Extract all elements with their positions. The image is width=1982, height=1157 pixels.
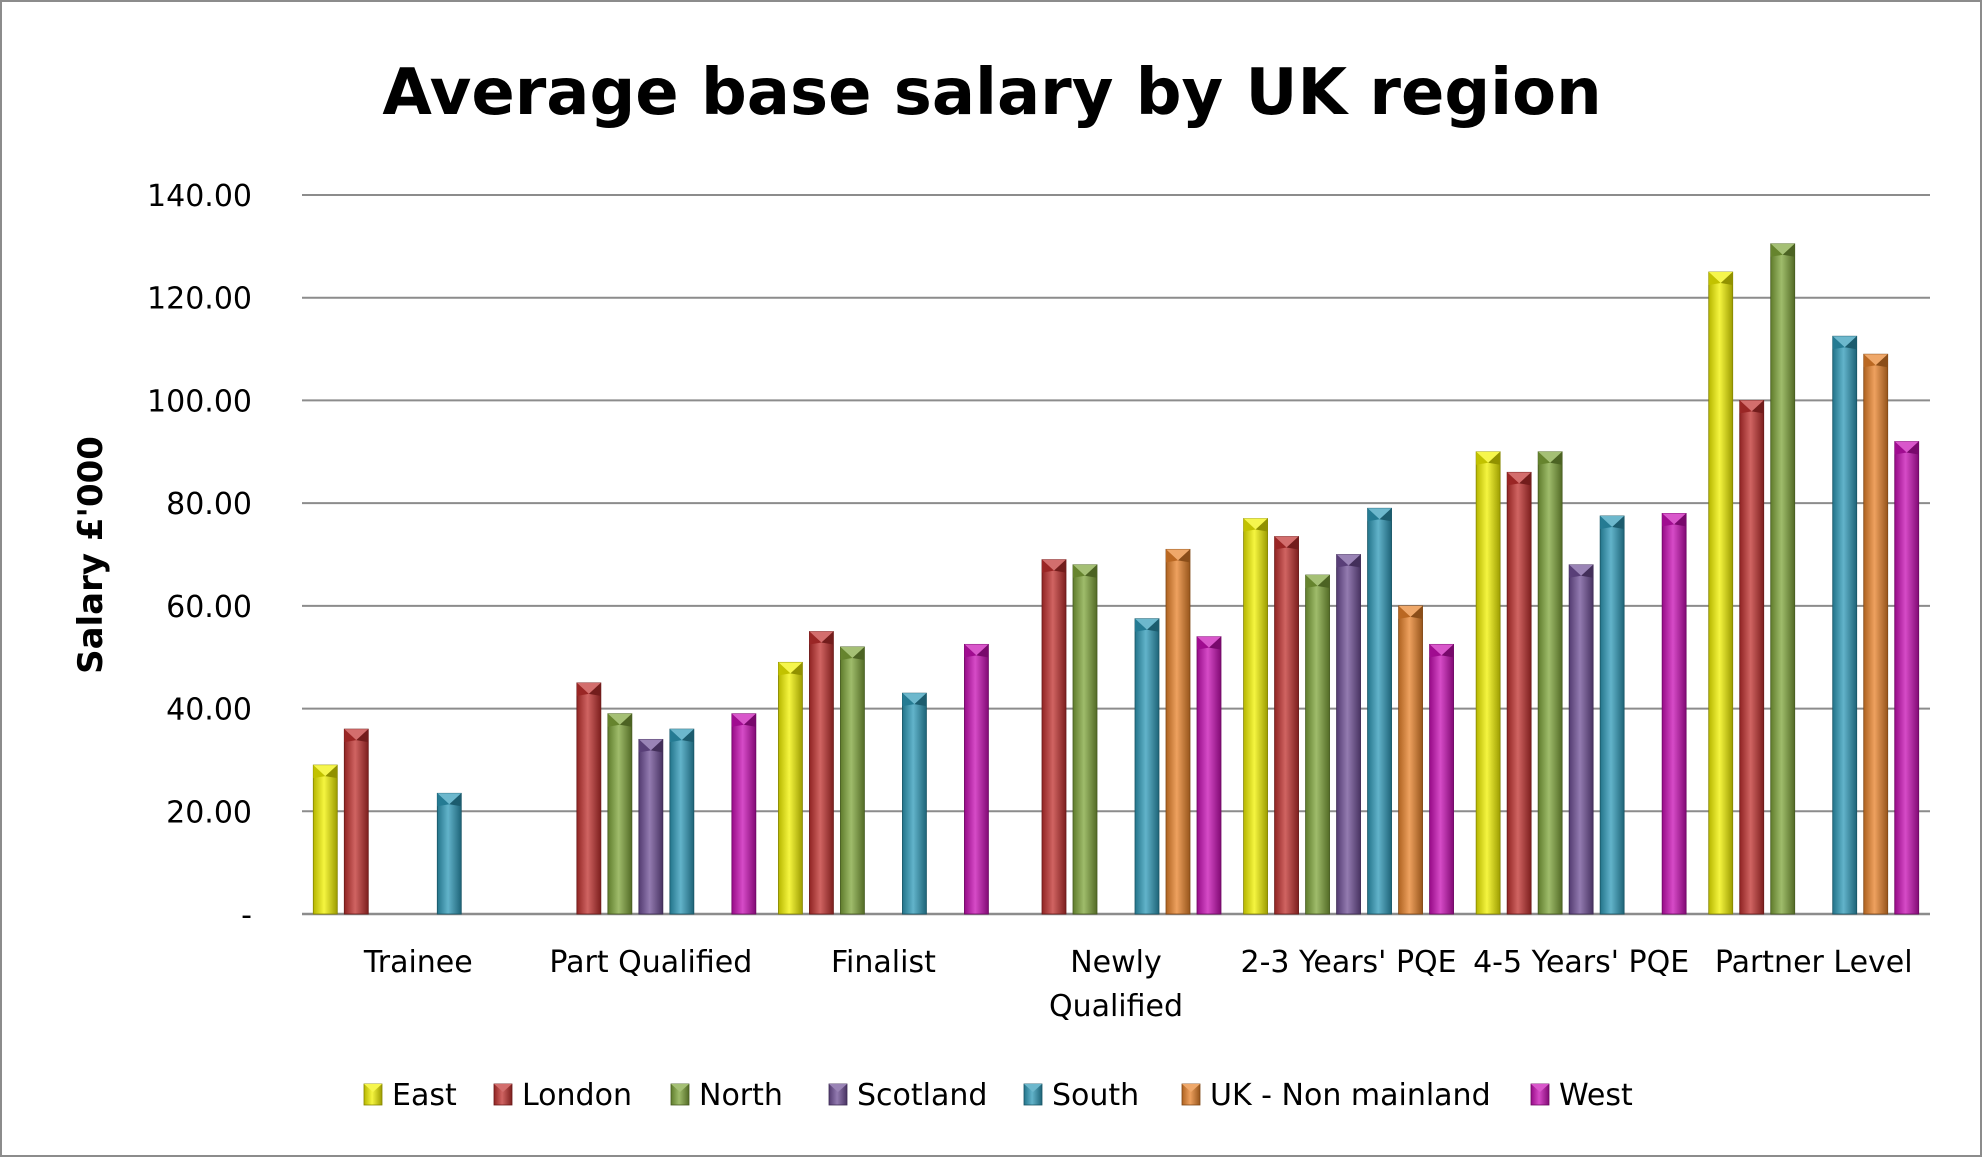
bar-uk-non-mainland-4 bbox=[1398, 605, 1423, 915]
bar-south-5 bbox=[1599, 515, 1625, 915]
bar-south-0 bbox=[436, 792, 462, 915]
bar-north-4 bbox=[1305, 574, 1330, 915]
x-axis-categories: Trainee Part Qualified Finalist Newly Qualif… bbox=[363, 945, 1913, 1024]
bar-london-0 bbox=[343, 728, 369, 915]
x-category-label: 4-5 Years' PQE bbox=[1473, 945, 1689, 980]
y-tick-label: 40.00 bbox=[166, 693, 252, 728]
bar-london-1 bbox=[576, 682, 602, 915]
x-category-label: Part Qualified bbox=[549, 945, 752, 980]
y-tick-label: 20.00 bbox=[166, 795, 252, 830]
bar-north-3 bbox=[1072, 564, 1098, 915]
bar-south-2 bbox=[902, 692, 927, 915]
y-tick-label: 80.00 bbox=[166, 487, 252, 522]
bar-south-6 bbox=[1832, 335, 1858, 915]
bar-london-4 bbox=[1274, 536, 1299, 915]
chart-title: Average base salary by UK region bbox=[382, 56, 1601, 130]
x-category-label: Finalist bbox=[831, 945, 936, 980]
legend-item-south: South bbox=[1023, 1078, 1139, 1113]
bar-east-2 bbox=[778, 661, 803, 915]
legend-label: North bbox=[699, 1078, 783, 1113]
legend-label: UK - Non mainland bbox=[1210, 1078, 1491, 1113]
bar-uk-non-mainland-6 bbox=[1863, 353, 1889, 915]
bar-west-4 bbox=[1429, 643, 1454, 915]
legend-item-north: North bbox=[670, 1078, 783, 1113]
bar-london-2 bbox=[809, 631, 834, 915]
bar-london-3 bbox=[1041, 559, 1067, 915]
legend-label: South bbox=[1052, 1078, 1139, 1113]
y-tick-label: 120.00 bbox=[147, 282, 252, 317]
bar-north-6 bbox=[1770, 243, 1796, 915]
bar-scotland-5 bbox=[1568, 564, 1594, 915]
bar-west-2 bbox=[964, 643, 989, 915]
bar-east-6 bbox=[1708, 271, 1734, 915]
x-category-label: Newly Qualified bbox=[1049, 945, 1183, 1024]
bar-north-5 bbox=[1537, 451, 1563, 915]
bar-west-3 bbox=[1196, 636, 1222, 915]
legend-item-west: West bbox=[1530, 1078, 1633, 1113]
y-tick-label: 60.00 bbox=[166, 590, 252, 625]
bars bbox=[312, 243, 1920, 915]
bar-london-5 bbox=[1506, 471, 1532, 915]
legend-label: London bbox=[522, 1078, 632, 1113]
legend-item-uk-non-mainland: UK - Non mainland bbox=[1181, 1078, 1491, 1113]
bar-west-6 bbox=[1894, 441, 1920, 915]
bar-south-4 bbox=[1367, 507, 1392, 915]
legend-item-scotland: Scotland bbox=[828, 1078, 987, 1113]
x-category-label: Partner Level bbox=[1715, 945, 1913, 980]
bar-south-1 bbox=[669, 728, 695, 915]
y-axis-ticks: - 20.00 40.00 60.00 80.00 100.00 120.00 140.00 bbox=[147, 179, 252, 933]
bar-west-5 bbox=[1661, 513, 1687, 915]
y-tick-label: 140.00 bbox=[147, 179, 252, 214]
bar-south-3 bbox=[1134, 618, 1160, 915]
bar-east-0 bbox=[312, 764, 338, 915]
legend: East London North Scotland South UK - Non mai… bbox=[363, 1078, 1633, 1113]
legend-label: East bbox=[392, 1078, 457, 1113]
bar-uk-non-mainland-3 bbox=[1165, 548, 1191, 915]
bar-north-1 bbox=[607, 713, 633, 915]
legend-label: Scotland bbox=[857, 1078, 987, 1113]
bar-west-1 bbox=[731, 713, 757, 915]
bar-east-5 bbox=[1475, 451, 1501, 915]
bar-north-2 bbox=[840, 646, 865, 915]
bar-east-4 bbox=[1243, 518, 1268, 915]
legend-label: West bbox=[1559, 1078, 1633, 1113]
bar-scotland-1 bbox=[638, 738, 664, 915]
bar-scotland-4 bbox=[1336, 554, 1361, 915]
legend-item-east: East bbox=[363, 1078, 457, 1113]
y-tick-label: 100.00 bbox=[147, 384, 252, 419]
x-category-label: 2-3 Years' PQE bbox=[1241, 945, 1457, 980]
gridlines bbox=[302, 194, 1930, 916]
y-axis-label: Salary £'000 bbox=[71, 436, 111, 674]
x-category-label: Trainee bbox=[363, 945, 473, 980]
bar-london-6 bbox=[1739, 400, 1765, 915]
y-tick-label: - bbox=[241, 898, 252, 933]
legend-item-london: London bbox=[493, 1078, 632, 1113]
